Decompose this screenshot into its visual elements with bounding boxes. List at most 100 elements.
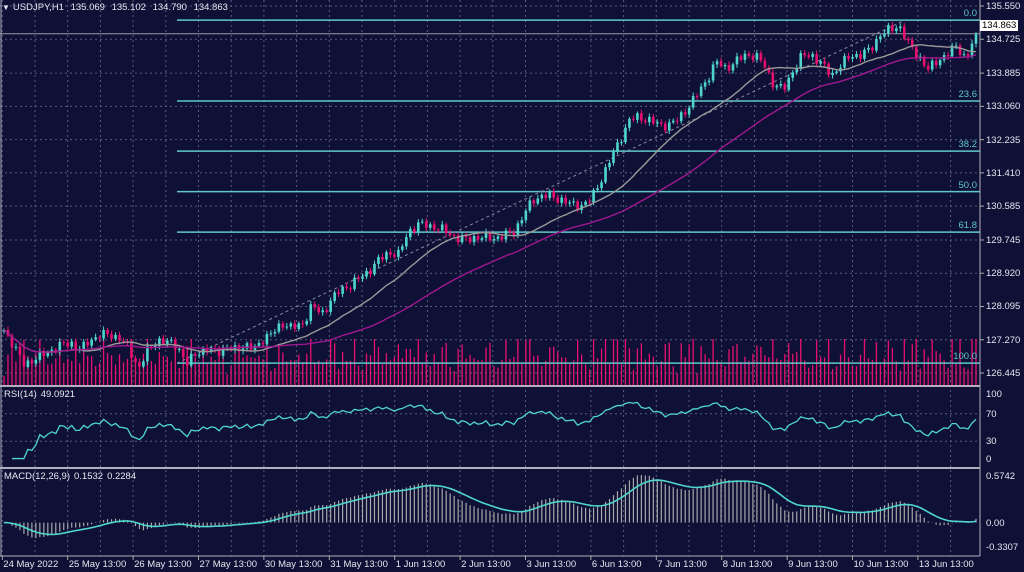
candle-body (899, 26, 902, 29)
candle-body (253, 345, 257, 350)
candle-body (337, 292, 340, 294)
time-axis-label: 8 Jun 13:00 (722, 559, 773, 570)
close-value: 134.863 (193, 2, 228, 13)
candle-body (910, 40, 914, 48)
candle-body (110, 334, 113, 339)
candle-body (723, 64, 727, 67)
rsi-label: RSI(14) 49.0921 (4, 389, 79, 400)
candle-body (42, 351, 46, 357)
rsi-axis-label: 0 (986, 454, 992, 465)
candle-body (166, 340, 169, 344)
symbol-label: USDJPY,H1 (12, 2, 64, 13)
candle-body (823, 61, 826, 64)
candle-body (540, 194, 544, 199)
candle-body (683, 112, 687, 115)
candle-body (867, 47, 870, 50)
price-axis-label: 133.060 (986, 101, 1021, 113)
menu-triangle-icon[interactable]: ▼ (2, 3, 10, 12)
rsi-axis-label: 100 (986, 389, 1002, 400)
candle-body (608, 163, 611, 168)
candle-body (177, 348, 181, 350)
fib-level-label: 50.0 (958, 179, 978, 191)
candle-body (532, 200, 536, 204)
candle-body (74, 341, 78, 350)
candle-body (715, 61, 719, 65)
candle-body (612, 151, 615, 164)
candle-body (285, 326, 289, 328)
candle-body (221, 347, 225, 356)
candle-body (444, 224, 448, 234)
time-axis-label: 27 May 13:00 (199, 559, 258, 570)
candle-body (787, 77, 791, 90)
candle-body (440, 224, 444, 231)
candle-body (795, 67, 799, 73)
candle-body (385, 252, 388, 260)
candle-body (261, 342, 265, 345)
candle-body (122, 340, 125, 342)
candle-body (34, 359, 38, 364)
candle-body (361, 276, 364, 279)
candle-body (855, 53, 858, 58)
macd-axis-label: 0.00 (986, 517, 1005, 529)
rsi-value: 49.0921 (40, 389, 76, 400)
candle-body (420, 221, 424, 223)
candle-body (189, 353, 193, 366)
candle-body (249, 343, 253, 350)
candle-body (185, 357, 189, 366)
candle-body (357, 277, 360, 279)
candle-body (667, 122, 671, 131)
candle-body (807, 55, 810, 57)
candle-body (819, 61, 822, 64)
candle-body (652, 116, 655, 124)
candle-body (329, 301, 332, 312)
candle-body (871, 47, 874, 51)
candle-body (675, 120, 679, 122)
candle-body (707, 80, 711, 83)
time-axis-label: 31 May 13:00 (330, 559, 388, 570)
candle-body (691, 95, 695, 108)
candle-body (317, 307, 321, 313)
candle-body (640, 113, 643, 121)
candle-body (345, 286, 348, 289)
candle-body (209, 348, 213, 352)
candle-body (831, 72, 834, 76)
time-axis-label: 26 May 13:00 (134, 559, 192, 570)
candle-body (94, 337, 97, 340)
candle-body (229, 347, 233, 350)
candle-body (600, 182, 603, 189)
candle-body (54, 349, 58, 353)
candle-body (217, 349, 221, 356)
candle-body (779, 84, 783, 86)
candle-body (297, 323, 301, 329)
open-value: 135.069 (70, 2, 105, 13)
time-axis-label: 2 Jun 13:00 (461, 559, 511, 570)
candle-body (269, 333, 273, 335)
macd-name: MACD(12,26,9) (4, 471, 70, 482)
candle-body (106, 330, 109, 335)
candle-body (205, 348, 209, 352)
candle-body (743, 53, 747, 60)
candle-body (859, 53, 862, 59)
candle-body (86, 341, 89, 346)
rsi-axis-label: 30 (986, 436, 997, 448)
price-axis-label: 127.270 (986, 334, 1021, 346)
candle-body (747, 53, 751, 57)
candle-body (671, 120, 675, 123)
candle-body (341, 286, 344, 294)
candle-body (934, 60, 938, 66)
current-price-label: 134.863 (980, 20, 1019, 31)
candle-body (496, 236, 500, 239)
candle-body (556, 197, 560, 203)
candle-body (895, 28, 898, 32)
candle-body (791, 72, 795, 78)
candle-body (265, 334, 269, 345)
candle-body (528, 200, 532, 211)
candle-body (456, 235, 460, 243)
candle-body (293, 323, 297, 329)
candle-body (902, 26, 906, 39)
high-value: 135.102 (111, 2, 146, 13)
candle-body (771, 72, 775, 88)
candle-body (162, 338, 165, 344)
